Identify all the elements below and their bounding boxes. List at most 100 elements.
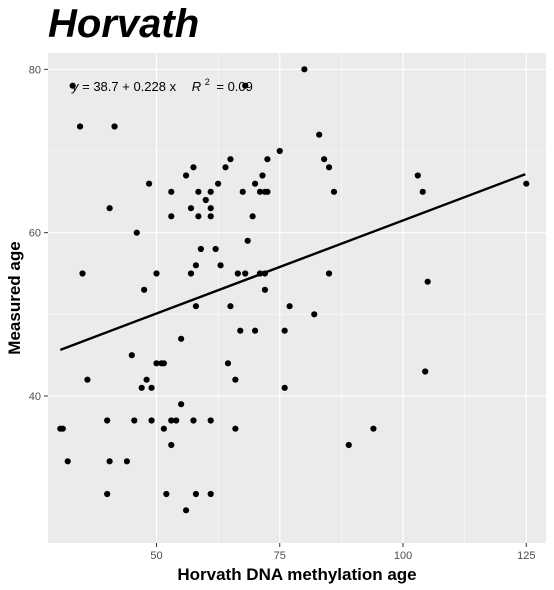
data-point [261, 286, 269, 293]
data-point [422, 368, 429, 375]
data-point [202, 196, 209, 204]
data-point [264, 156, 271, 163]
data-point [227, 303, 234, 310]
data-point [168, 441, 175, 449]
data-point [419, 188, 426, 195]
data-point [242, 270, 249, 277]
data-point [59, 425, 66, 432]
x-axis-ticks: 50 75 100 125 [150, 543, 535, 562]
data-point [242, 82, 249, 89]
y-axis-title: Measured age [5, 241, 24, 354]
data-point [104, 417, 111, 424]
data-point [523, 180, 530, 187]
data-point [160, 425, 167, 432]
data-point [69, 82, 76, 89]
data-point [153, 360, 160, 367]
chart-title: Horvath [48, 2, 199, 46]
x-tick-label: 125 [517, 550, 535, 562]
data-point [232, 376, 239, 383]
data-point [160, 360, 167, 367]
data-point [207, 213, 214, 220]
data-point [178, 401, 185, 408]
data-point [173, 417, 180, 424]
data-point [224, 360, 232, 367]
data-point [168, 213, 175, 220]
y-tick-label: 40 [29, 391, 41, 403]
data-point [148, 384, 155, 391]
data-point [133, 229, 140, 236]
data-point [141, 286, 148, 293]
regression-line [59, 173, 526, 351]
data-point [311, 311, 318, 318]
major-gridlines [48, 53, 546, 543]
data-point [286, 303, 293, 310]
data-point [79, 270, 86, 277]
data-point [256, 188, 264, 195]
y-tick-label: 80 [29, 64, 41, 76]
annotation-r2-exp: 2 [205, 77, 210, 87]
data-point [212, 245, 219, 253]
data-point [168, 417, 175, 424]
annotation-r2-value: = 0.09 [216, 79, 253, 94]
data-point [414, 172, 421, 179]
data-point [64, 458, 71, 465]
x-axis-title: Horvath DNA methylation age [177, 565, 416, 584]
regression-annotation: y = 38.7 + 0.228 x R 2 = 0.09 [71, 73, 253, 94]
data-point [264, 188, 271, 195]
data-point [276, 147, 283, 155]
x-tick-label: 100 [394, 550, 412, 562]
data-point [227, 156, 234, 163]
data-point [325, 270, 333, 277]
data-point [251, 327, 259, 334]
data-point [281, 327, 288, 334]
data-point [217, 262, 224, 269]
data-point [345, 441, 352, 449]
data-point [111, 123, 118, 130]
data-point [187, 270, 195, 277]
annotation-y-var: y [71, 79, 80, 94]
data-point [281, 384, 288, 391]
svg-text:y = 38.7 + 0.228 x: y = 38.7 + 0.228 x R 2 = 0.09 [71, 73, 253, 94]
x-tick-label: 75 [274, 550, 286, 562]
data-point [330, 188, 338, 195]
y-axis-ticks: 40 60 80 [29, 64, 48, 403]
data-point [182, 507, 190, 514]
data-point [207, 188, 214, 195]
data-point [370, 425, 377, 432]
data-point [192, 262, 200, 269]
data-point [192, 490, 200, 498]
data-point [325, 164, 333, 171]
data-point [424, 278, 431, 285]
data-point [321, 156, 328, 163]
data-point [232, 425, 239, 432]
data-point [106, 458, 113, 465]
data-point [190, 164, 197, 171]
data-point [104, 490, 111, 498]
data-point [145, 180, 153, 187]
data-point [316, 131, 323, 138]
annotation-r2-base: R [192, 79, 201, 94]
data-point [251, 180, 259, 187]
data-point [197, 245, 204, 253]
data-point [207, 417, 214, 424]
data-point [178, 335, 185, 342]
data-point [237, 327, 244, 334]
data-point [76, 123, 84, 130]
minor-gridlines [48, 53, 546, 543]
data-point [249, 213, 256, 220]
data-point [301, 66, 308, 73]
data-point [187, 205, 195, 212]
data-point [239, 188, 246, 195]
data-point [207, 205, 214, 212]
data-point [192, 303, 200, 310]
data-point [207, 490, 214, 498]
data-point [84, 376, 91, 383]
x-tick-label: 50 [150, 550, 162, 562]
data-point [168, 188, 175, 195]
data-point [128, 352, 135, 359]
data-point [163, 490, 170, 498]
data-point [190, 417, 197, 424]
regression-line-group [59, 173, 526, 351]
y-tick-label: 60 [29, 228, 41, 240]
